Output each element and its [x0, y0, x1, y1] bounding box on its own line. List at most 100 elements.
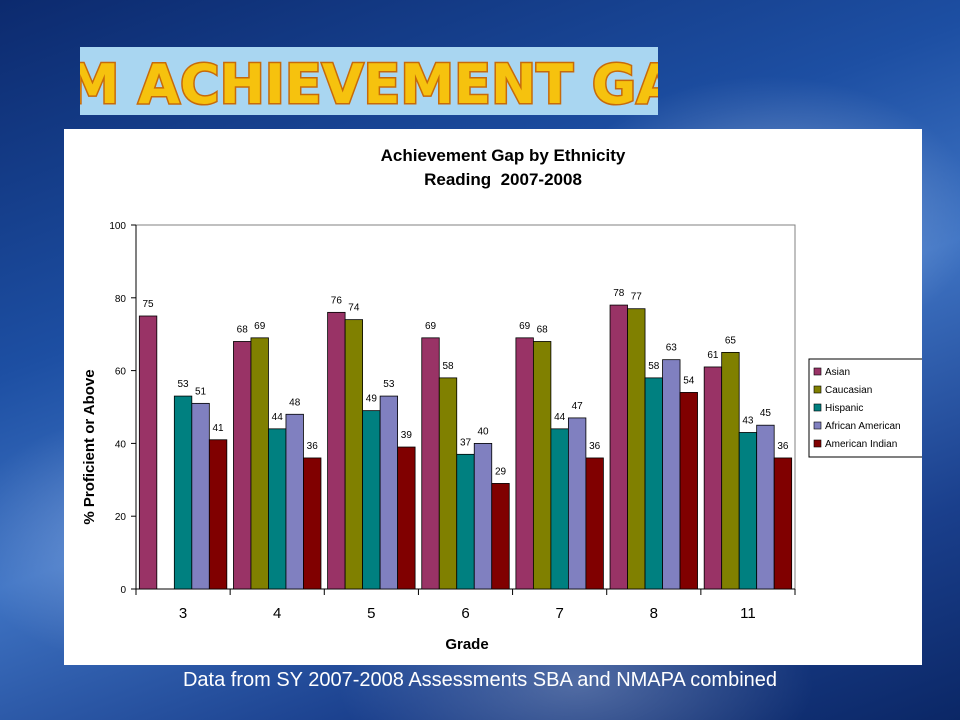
data-label: 40 — [477, 426, 489, 437]
data-label: 29 — [495, 466, 507, 477]
legend-swatch — [813, 403, 822, 412]
bar-chart: Achievement Gap by Ethnicity Reading 200… — [81, 146, 922, 653]
data-label: 36 — [777, 441, 789, 452]
data-label: 65 — [725, 335, 737, 346]
legend-swatch — [813, 367, 822, 376]
data-label: 48 — [289, 397, 301, 408]
x-tick-label: 3 — [179, 605, 187, 622]
chart-title: Achievement Gap by Ethnicity — [381, 146, 626, 165]
bar — [609, 304, 628, 590]
data-label: 41 — [213, 423, 225, 434]
x-tick-label: 8 — [650, 605, 658, 622]
bar — [138, 315, 158, 590]
data-label: 53 — [178, 379, 190, 390]
y-tick-label: 0 — [120, 585, 126, 596]
bar — [421, 337, 440, 590]
bar — [473, 442, 493, 590]
x-tick-label: 6 — [461, 605, 469, 622]
data-label: 39 — [401, 430, 413, 441]
data-label: 77 — [631, 292, 643, 303]
bar — [397, 446, 416, 590]
legend-label: Asian — [825, 367, 850, 378]
data-label: 43 — [742, 415, 754, 426]
data-label: 63 — [666, 343, 678, 354]
data-label: 53 — [383, 379, 395, 390]
data-label: 76 — [331, 295, 343, 306]
data-label: 68 — [237, 324, 249, 335]
data-label: 45 — [760, 408, 772, 419]
data-label: 36 — [307, 441, 319, 452]
data-label: 36 — [589, 441, 601, 452]
data-label: 54 — [683, 375, 695, 386]
bar — [344, 319, 364, 590]
legend-swatch — [813, 385, 822, 394]
bar — [438, 377, 458, 590]
legend-label: American Indian — [825, 439, 897, 450]
y-tick-label: 40 — [115, 439, 127, 450]
bar — [532, 341, 552, 590]
data-label: 44 — [554, 412, 566, 423]
bar — [362, 410, 381, 590]
x-tick-label: 11 — [740, 605, 756, 622]
banner-title: NM ACHIEVEMENT GAP — [80, 53, 658, 115]
bar — [515, 337, 534, 590]
data-label: 37 — [460, 437, 472, 448]
chart-panel: Achievement Gap by Ethnicity Reading 200… — [64, 129, 922, 665]
legend-box — [808, 358, 922, 458]
bar — [585, 457, 604, 590]
y-axis-label: % Proficient or Above — [81, 369, 98, 524]
bar — [379, 395, 399, 590]
data-label: 69 — [254, 321, 266, 332]
data-label: 49 — [366, 394, 378, 405]
y-tick-label: 100 — [109, 221, 126, 232]
bar — [662, 359, 681, 590]
data-label: 75 — [143, 299, 155, 310]
bar — [456, 453, 475, 590]
title-banner: NM ACHIEVEMENT GAP — [80, 47, 658, 115]
data-label: 69 — [519, 321, 531, 332]
y-tick-label: 20 — [115, 512, 127, 523]
x-tick-label: 5 — [367, 605, 375, 622]
data-label: 61 — [707, 350, 719, 361]
bar — [233, 341, 252, 590]
bar — [191, 402, 210, 590]
bar — [268, 428, 287, 590]
bar — [644, 377, 663, 590]
data-label: 68 — [537, 324, 549, 335]
data-label: 47 — [572, 401, 584, 412]
y-tick-label: 80 — [115, 294, 127, 305]
bar — [250, 337, 269, 590]
data-label: 44 — [272, 412, 284, 423]
legend-swatch — [813, 439, 822, 448]
legend-label: Caucasian — [825, 385, 872, 396]
legend-label: Hispanic — [825, 403, 863, 414]
banner-title-graphic: NM ACHIEVEMENT GAP — [80, 52, 658, 116]
bar — [550, 428, 569, 590]
x-tick-label: 4 — [273, 605, 281, 622]
y-tick-label: 60 — [115, 367, 127, 378]
bar — [627, 308, 646, 590]
data-label: 69 — [425, 321, 437, 332]
bar — [738, 432, 758, 590]
data-label: 51 — [195, 386, 207, 397]
bar — [173, 395, 193, 590]
bar — [773, 457, 793, 590]
bar — [756, 424, 775, 590]
data-label: 58 — [648, 361, 660, 372]
data-label: 78 — [613, 288, 625, 299]
data-label: 58 — [442, 361, 454, 372]
bar — [491, 483, 510, 590]
legend-swatch — [813, 421, 822, 430]
bar — [208, 439, 228, 590]
bar — [567, 417, 587, 590]
bar — [327, 311, 346, 590]
bar — [303, 457, 322, 590]
bar — [285, 413, 304, 590]
data-label: 74 — [348, 303, 360, 314]
footer-caption: Data from SY 2007-2008 Assessments SBA a… — [182, 669, 778, 691]
legend-label: African American — [825, 421, 901, 432]
bar — [721, 351, 740, 590]
chart-subtitle: Reading 2007-2008 — [424, 170, 582, 189]
x-tick-label: 7 — [555, 605, 563, 622]
x-axis-label: Grade — [445, 636, 488, 653]
